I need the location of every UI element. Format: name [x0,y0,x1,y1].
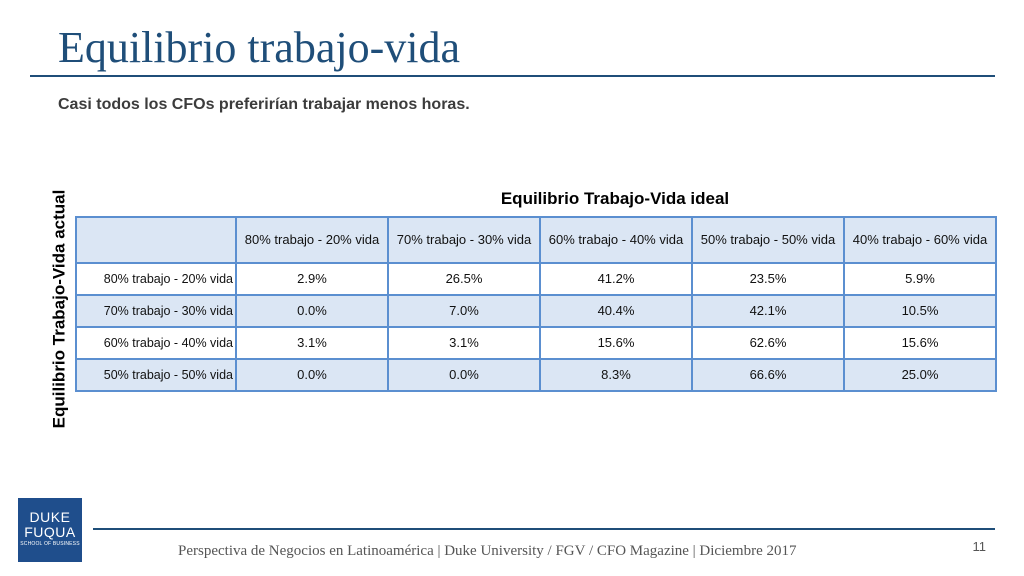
corner-cell [75,216,237,264]
work-life-table: 80% trabajo - 20% vida 70% trabajo - 30%… [75,216,997,392]
logo-line-duke: DUKE [29,509,71,525]
table-cell: 41.2% [539,262,693,296]
column-header: 80% trabajo - 20% vida [235,216,389,264]
table-cell: 62.6% [691,326,845,360]
table-cell: 7.0% [387,294,541,328]
row-header: 60% trabajo - 40% vida [75,326,237,360]
table-cell: 66.6% [691,358,845,392]
table-cell: 3.1% [387,326,541,360]
logo-line-fuqua: FUQUA [24,524,76,540]
column-header: 60% trabajo - 40% vida [539,216,693,264]
table-cell: 15.6% [843,326,997,360]
table-cell: 0.0% [387,358,541,392]
table-cell: 0.0% [235,358,389,392]
row-group-heading: Equilibrio Trabajo-Vida actual [47,188,71,430]
column-group-heading: Equilibrio Trabajo-Vida ideal [500,189,730,208]
table-cell: 5.9% [843,262,997,296]
row-header: 70% trabajo - 30% vida [75,294,237,328]
footer-divider [93,528,995,530]
table-row: 70% trabajo - 30% vida 0.0% 7.0% 40.4% 4… [75,294,997,328]
row-header: 80% trabajo - 20% vida [75,262,237,296]
table-cell: 2.9% [235,262,389,296]
table-header-row: 80% trabajo - 20% vida 70% trabajo - 30%… [75,216,997,264]
duke-fuqua-logo: DUKE FUQUA SCHOOL OF BUSINESS [18,498,82,562]
table-cell: 0.0% [235,294,389,328]
table-cell: 10.5% [843,294,997,328]
table-cell: 40.4% [539,294,693,328]
column-header: 50% trabajo - 50% vida [691,216,845,264]
page-number: 11 [972,539,987,554]
table-cell: 8.3% [539,358,693,392]
row-group-heading-text: Equilibrio Trabajo-Vida actual [49,189,68,429]
table-cell: 26.5% [387,262,541,296]
footer-text: Perspectiva de Negocios en Latinoamérica… [178,543,797,559]
table-cell: 3.1% [235,326,389,360]
table-row: 60% trabajo - 40% vida 3.1% 3.1% 15.6% 6… [75,326,997,360]
table-cell: 42.1% [691,294,845,328]
table-cell: 25.0% [843,358,997,392]
title-divider [30,75,995,77]
slide-subtitle: Casi todos los CFOs preferirían trabajar… [58,96,470,113]
column-header: 40% trabajo - 60% vida [843,216,997,264]
table-row: 50% trabajo - 50% vida 0.0% 0.0% 8.3% 66… [75,358,997,392]
table-cell: 15.6% [539,326,693,360]
column-header: 70% trabajo - 30% vida [387,216,541,264]
table-row: 80% trabajo - 20% vida 2.9% 26.5% 41.2% … [75,262,997,296]
logo-line-school: SCHOOL OF BUSINESS [20,541,80,547]
table-cell: 23.5% [691,262,845,296]
slide-title: Equilibrio trabajo-vida [58,23,460,72]
row-header: 50% trabajo - 50% vida [75,358,237,392]
